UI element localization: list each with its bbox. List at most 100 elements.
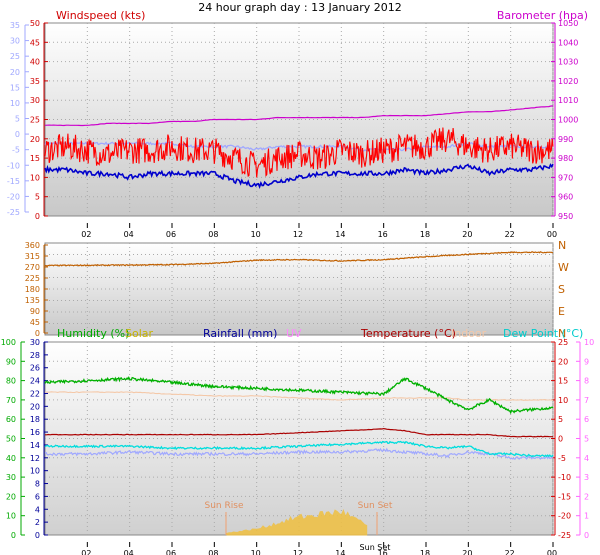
x-tick-label: 04 — [124, 549, 134, 555]
x-tick-label: 20 — [462, 230, 472, 239]
bottom-gridlines — [45, 342, 554, 535]
rainfall-scale-label: 2 — [35, 518, 40, 527]
x-tick-label: 06 — [166, 230, 176, 239]
windspeed-scale-label: 15 — [30, 154, 40, 163]
legend-temperature: Temperature (°C) — [360, 327, 456, 340]
barometer-scale-label: 1040 — [558, 38, 578, 47]
sunrise-label: Sun Rise — [205, 501, 244, 511]
uv-scale-label: 5 — [584, 435, 589, 444]
barometer-scale-label: 1050 — [558, 19, 578, 28]
rainfall-scale-label: 16 — [30, 428, 40, 437]
compass-label: N — [558, 239, 566, 252]
series-humidity — [44, 375, 554, 415]
humidity-scale-label: 90 — [6, 357, 16, 366]
series-temperature — [45, 427, 553, 438]
bottom-series — [44, 375, 554, 536]
humidity-scale-label: 40 — [6, 454, 16, 463]
direction-scale-label: 225 — [25, 274, 40, 283]
temperature-scale-label: 0 — [558, 435, 563, 444]
rainfall-scale-label: 30 — [30, 338, 40, 347]
outer-scale-label: -20 — [7, 192, 20, 201]
windspeed-scale-label: 20 — [30, 135, 40, 144]
uv-scale-label: 2 — [584, 492, 589, 501]
windspeed-scale-label: 25 — [30, 116, 40, 125]
outer-scale-label: 0 — [15, 130, 20, 139]
outer-scale-label: 10 — [10, 99, 20, 108]
legend-uv: UV — [286, 327, 302, 340]
x-tick-label: 22 — [505, 230, 515, 239]
direction-scale-label: 135 — [25, 296, 40, 305]
x-tick-label: 22 — [505, 549, 515, 555]
direction-scale-label: 360 — [25, 241, 40, 250]
rainfall-scale-label: 26 — [30, 364, 40, 373]
x-tick-label: 00 — [547, 549, 557, 555]
windspeed-scale-label: 35 — [30, 77, 40, 86]
x-tick-label: 18 — [420, 230, 430, 239]
temperature-scale-label: 10 — [558, 396, 568, 405]
windspeed-scale-label: 50 — [30, 19, 40, 28]
temperature-scale-label: -25 — [558, 531, 571, 540]
windspeed-scale-label: 45 — [30, 38, 40, 47]
temperature-scale-label: 15 — [558, 377, 568, 386]
outer-scale-label: 30 — [10, 37, 20, 46]
x-tick-label: 10 — [251, 549, 261, 555]
rainfall-scale-label: 14 — [30, 441, 40, 450]
outer-scale-label: -15 — [7, 177, 20, 186]
outer-scale-label: -5 — [12, 146, 20, 155]
rainfall-scale-label: 10 — [30, 467, 40, 476]
humidity-scale-label: 80 — [6, 377, 16, 386]
series-dewpoint — [44, 440, 554, 458]
windspeed-scale-label: 0 — [35, 212, 40, 221]
legend-dewpoint: Dew Point (°C) — [503, 327, 583, 340]
x-tick-label: 14 — [335, 230, 345, 239]
barometer-scale-label: 1010 — [558, 96, 578, 105]
rainfall-scale-label: 4 — [35, 505, 40, 514]
x-tick-label: 12 — [293, 549, 303, 555]
barometer-axis-title: Barometer (hpa) — [497, 9, 588, 22]
sunset-label: Sun Set — [358, 501, 393, 511]
barometer-scale-label: 990 — [558, 135, 573, 144]
uv-scale-label: 3 — [584, 473, 589, 482]
bottom-axes: 02 04 06 08 10 12 14 16 18 20 22 001009080706050403… — [1, 338, 594, 555]
rainfall-scale-label: 12 — [30, 454, 40, 463]
x-tick-label: 02 — [81, 549, 91, 555]
temperature-scale-label: -10 — [558, 473, 571, 482]
top-axes: 02 04 06 08 10 12 14 16 18 20 22 0035302520151050-5… — [7, 19, 578, 239]
windspeed-axis-title: Windspeed (kts) — [56, 9, 145, 22]
windspeed-scale-label: 10 — [30, 173, 40, 182]
temperature-scale-label: -5 — [558, 454, 566, 463]
x-tick-label: 18 — [420, 549, 430, 555]
humidity-scale-label: 100 — [1, 338, 16, 347]
barometer-scale-label: 1000 — [558, 116, 578, 125]
rainfall-scale-label: 22 — [30, 389, 40, 398]
windspeed-scale-label: 30 — [30, 96, 40, 105]
legend-solar: Solar — [125, 327, 154, 340]
barometer-scale-label: 950 — [558, 212, 573, 221]
windspeed-scale-label: 40 — [30, 58, 40, 67]
outer-scale-label: -10 — [7, 161, 20, 170]
windspeed-scale-label: 5 — [35, 193, 40, 202]
direction-scale-label: 270 — [25, 263, 40, 272]
x-tick-label: 20 — [462, 549, 472, 555]
humidity-scale-label: 50 — [6, 435, 16, 444]
rainfall-scale-label: 20 — [30, 402, 40, 411]
temperature-scale-label: 25 — [558, 338, 568, 347]
outer-scale-label: -25 — [7, 208, 20, 217]
x-tick-label: 00 — [547, 230, 557, 239]
barometer-scale-label: 980 — [558, 154, 573, 163]
x-tick-label: 10 — [251, 230, 261, 239]
temperature-scale-label: -20 — [558, 512, 571, 521]
direction-scale-label: 45 — [30, 318, 40, 327]
rainfall-scale-label: 24 — [30, 377, 40, 386]
series-lavender — [44, 447, 554, 461]
barometer-scale-label: 1020 — [558, 77, 578, 86]
uv-scale-label: 9 — [584, 357, 589, 366]
uv-scale-label: 1 — [584, 512, 589, 521]
uv-scale-label: 10 — [584, 338, 594, 347]
outer-scale-label: 20 — [10, 68, 20, 77]
legend-indoor: Indoor — [451, 327, 487, 340]
uv-scale-label: 7 — [584, 396, 589, 405]
uv-scale-label: 6 — [584, 415, 589, 424]
temperature-scale-label: 20 — [558, 357, 568, 366]
